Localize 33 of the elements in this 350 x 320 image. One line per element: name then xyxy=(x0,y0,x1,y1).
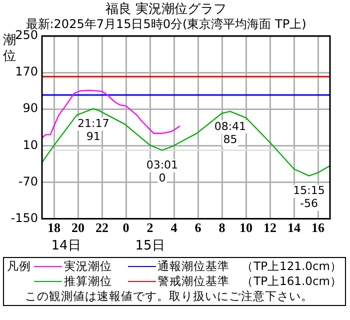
x2-tick-label: 14日 xyxy=(51,238,81,254)
legend-label: 実況潮位 xyxy=(63,259,114,274)
x-tick-label: 14 xyxy=(288,220,301,235)
annotation: 08:41 85 xyxy=(214,120,246,146)
y-axis-title: 潮位 xyxy=(3,32,16,64)
y-tick-label: 170 xyxy=(15,64,38,79)
text: この観測値は速報値です。取り扱いにご注意下さい。 xyxy=(24,289,314,304)
y-tick-label: -70 xyxy=(18,174,38,188)
x-tick-label: 2 xyxy=(146,220,154,235)
chart-title: 福良 実況潮位グラフ xyxy=(105,1,227,18)
x-tick-label: 16 xyxy=(312,220,325,235)
x2-tick-label: 15日 xyxy=(135,238,165,254)
annotation: 21:17 91 xyxy=(78,117,110,144)
x-tick-label: 20 xyxy=(72,220,84,235)
x-tick-label: 22 xyxy=(96,220,108,235)
x-tick-label: 4 xyxy=(170,220,178,235)
x-tick-label: 8 xyxy=(218,220,226,235)
annotation: 15:15 -56 xyxy=(293,184,325,210)
x-tick-label: 0 xyxy=(122,220,130,235)
legend-label: 通報潮位基準 （TP上121.0cm） xyxy=(156,259,342,274)
legend-label: 推算潮位 xyxy=(63,274,114,289)
chart-subtitle: 最新:2025年7月15日5時0分(東京湾平均海面 TP上) xyxy=(26,16,306,31)
x-tick-label: 6 xyxy=(194,220,202,235)
y-tick-label: -150 xyxy=(10,210,38,225)
y-tick-label: 10 xyxy=(22,138,38,152)
y-tick-label: 90 xyxy=(22,101,38,116)
x-tick-label: 18 xyxy=(48,220,61,235)
y-tick-label: 250 xyxy=(15,28,38,42)
legend-label: 警戒潮位基準 （TP上161.0cm） xyxy=(156,274,342,289)
x-tick-label: 12 xyxy=(264,220,276,235)
annotation: 03:01 0 xyxy=(146,158,178,185)
legend-title: 凡例 xyxy=(7,259,32,274)
x-tick-label: 10 xyxy=(240,220,252,235)
